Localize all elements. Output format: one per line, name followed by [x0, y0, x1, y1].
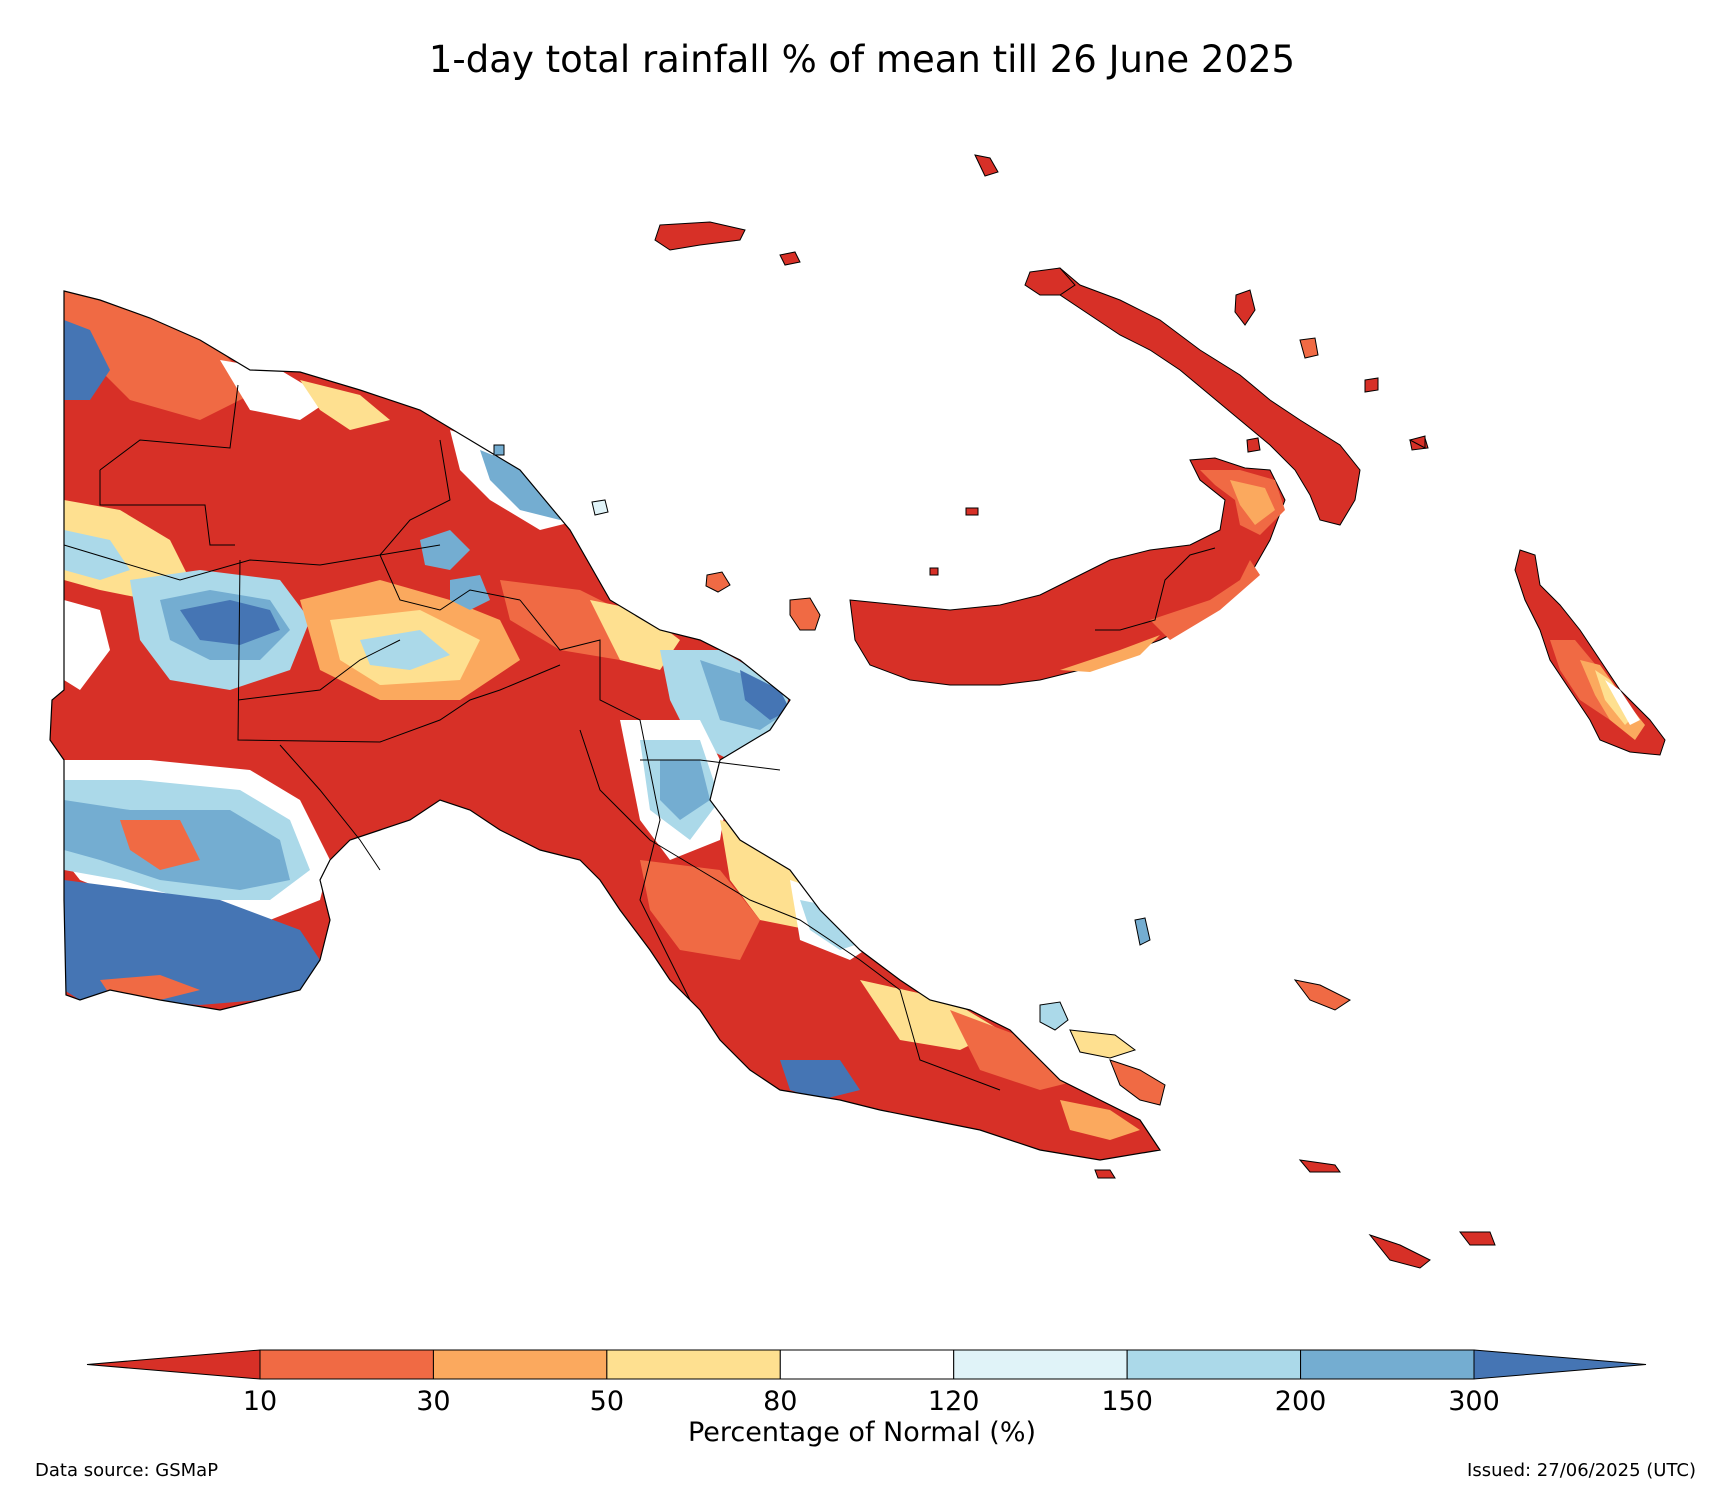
patch-nw-light: [220, 360, 330, 420]
sudest-island: [1368, 1233, 1431, 1269]
patch-hl-lightblue: [360, 630, 450, 670]
issued-date-text: Issued: 27/06/2025 (UTC): [1467, 1460, 1696, 1481]
rainfall-map: [49, 154, 1666, 1269]
colorbar-tick-label: 50: [589, 1386, 625, 1417]
colorbar-tick-label: 200: [1274, 1386, 1327, 1417]
patch-n-yellow: [590, 600, 680, 670]
small-islet-4: [1408, 435, 1426, 449]
colorbar-extend-low: [86, 1349, 261, 1380]
colorbar-label: Percentage of Normal (%): [687, 1417, 1037, 1448]
map-title: 1-day total rainfall % of mean till 26 J…: [428, 38, 1296, 81]
mainland-outline: [49, 290, 1162, 1161]
new-ireland: [1029, 267, 1361, 526]
patch-hl-blue2: [450, 575, 490, 610]
small-islet-3: [1246, 437, 1261, 453]
woodlark-island: [1293, 979, 1351, 1011]
patch-hl-blue1: [420, 530, 470, 570]
colorbar-bin: [1126, 1349, 1302, 1380]
new-hanover: [1024, 267, 1076, 296]
small-islet-2: [965, 507, 979, 516]
patch-se-blue: [780, 1060, 860, 1100]
patch-se-light: [1060, 1100, 1140, 1140]
wuvulu-island: [591, 499, 609, 516]
patch-mad-dark: [740, 670, 790, 720]
lihir-islet: [1234, 289, 1256, 326]
patch-w-white: [64, 600, 110, 690]
patch-e-blue: [660, 760, 710, 820]
manus-islet: [779, 251, 801, 266]
patch-nw-blue: [64, 320, 110, 400]
colorbar-bin: [779, 1349, 955, 1380]
goodenough-island: [1039, 1001, 1069, 1031]
witu-islet: [1299, 337, 1319, 359]
rossel-island: [1458, 1231, 1496, 1246]
mussau-island: [974, 154, 999, 177]
tabar-islet: [1364, 377, 1379, 393]
patch-nw-orange: [64, 291, 260, 420]
trobriand-islands: [1134, 917, 1151, 946]
colorbar: [86, 1349, 1647, 1380]
misima-island: [1298, 1159, 1341, 1173]
colorbar-bin: [953, 1349, 1128, 1380]
patch-sw-orange: [120, 820, 200, 870]
fergusson-island: [1069, 1029, 1137, 1059]
new-britain-bands: [1060, 470, 1285, 672]
bougainville-bands: [1550, 640, 1645, 740]
small-islet-5: [1094, 1169, 1116, 1179]
colorbar-tick-label: 10: [242, 1386, 278, 1417]
karkar-island: [705, 571, 731, 593]
colorbar-bin: [606, 1349, 781, 1380]
patch-n-orange: [500, 580, 640, 660]
small-islet-1: [929, 567, 939, 576]
data-source-text: Data source: GSMaP: [35, 1460, 219, 1481]
colorbar-tick-label: 300: [1448, 1386, 1500, 1417]
mainland-new-guinea: [50, 291, 1160, 1160]
patch-sw-darkblue: [64, 880, 320, 1005]
colorbar-bin: [259, 1349, 434, 1380]
manus-island: [654, 221, 746, 251]
colorbar-bin: [432, 1349, 608, 1380]
colorbar-tick-label: 30: [416, 1386, 451, 1417]
patch-nw-yellow: [300, 380, 390, 430]
patch-e-orange: [640, 860, 760, 960]
colorbar-extend-high: [1473, 1349, 1647, 1380]
normanby-island: [1109, 1059, 1166, 1106]
colorbar-tick-label: 80: [763, 1386, 798, 1417]
colorbar-tick-label: 120: [927, 1386, 980, 1417]
colorbar-bin: [1300, 1349, 1475, 1380]
colorbar-tick-label: 150: [1101, 1386, 1153, 1417]
patch-cw-darkblue: [180, 600, 280, 645]
manam-island: [493, 444, 505, 456]
patch-se-orange: [950, 1010, 1080, 1090]
long-island: [789, 597, 821, 631]
new-britain-border: [1095, 547, 1216, 631]
province-borders: [63, 384, 1001, 1091]
